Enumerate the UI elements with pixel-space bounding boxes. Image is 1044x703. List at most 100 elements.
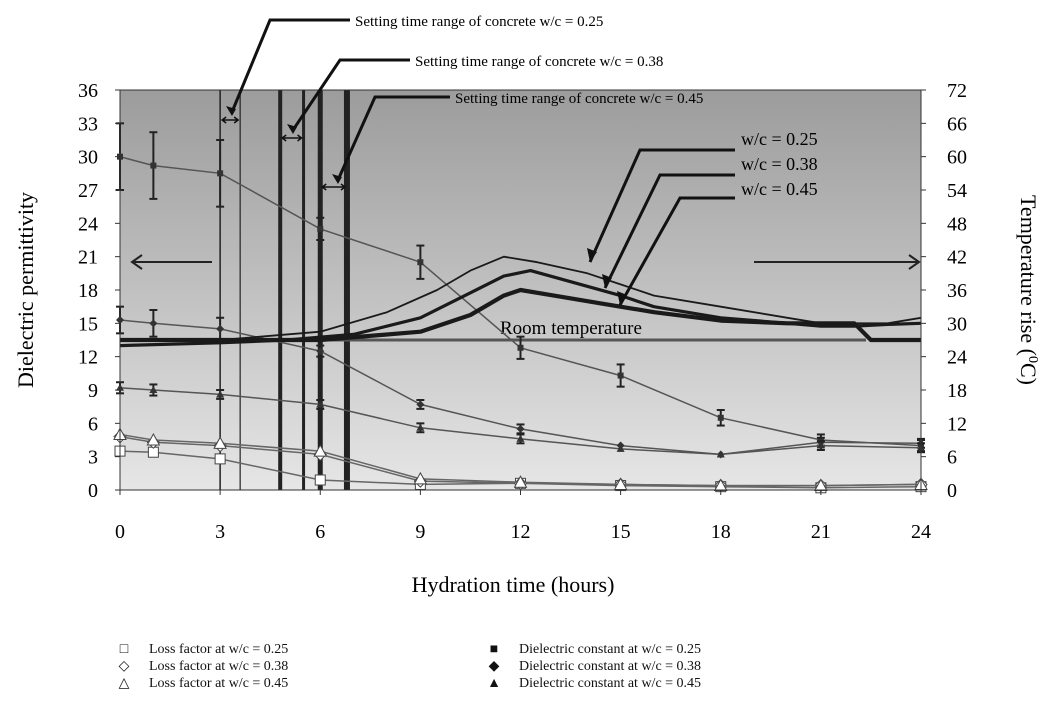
temperature-series-arrowhead-icon — [602, 274, 612, 288]
setting-range-arrowhead-icon — [226, 106, 236, 116]
dielectric-point — [316, 347, 325, 356]
legend-label: Dielectric constant at w/c = 0.45 — [519, 676, 702, 691]
y2-tick-label: 18 — [947, 380, 967, 402]
temperature-series-leader — [588, 148, 735, 263]
setting-range-leader — [230, 18, 350, 113]
dielectric-point — [416, 400, 425, 409]
dielectric-line — [119, 319, 922, 456]
dielectric-point — [217, 170, 224, 177]
legend-item: ■ Dielectric constant at w/c = 0.25 — [483, 641, 701, 658]
dielectric-point — [617, 372, 624, 379]
legend-filled-diamond-icon: ◆ — [488, 659, 500, 674]
x-tick-label: 24 — [911, 521, 931, 543]
x-axis-label: Hydration time (hours) — [412, 572, 615, 597]
dielectric-point — [716, 450, 725, 458]
setting-range-label: Setting time range of concrete w/c = 0.2… — [355, 14, 603, 30]
dielectric-point — [516, 424, 525, 433]
temperature-series-label: w/c = 0.38 — [741, 154, 818, 174]
loss-factor-line — [119, 450, 922, 489]
setting-range-double-arrow-icon — [321, 183, 347, 191]
legend-label: Loss factor at w/c = 0.45 — [149, 676, 289, 691]
dielectric-point — [149, 386, 158, 393]
x-tick-label: 18 — [711, 521, 731, 543]
y2-tick-label: 0 — [947, 480, 957, 502]
loss-factor-point — [413, 471, 428, 485]
y2-tick-label: 12 — [947, 413, 967, 435]
legend-filled-square-icon: ■ — [489, 642, 499, 657]
y2-label-superscript: 0 — [1025, 356, 1040, 363]
room-temperature-label: Room temperature — [500, 318, 642, 339]
y2-label-unit: C) — [1016, 363, 1041, 385]
y2-tick-label: 72 — [947, 80, 967, 102]
legend-label: Dielectric constant at w/c = 0.25 — [519, 642, 702, 657]
setting-range-label: Setting time range of concrete w/c = 0.4… — [455, 91, 703, 107]
dielectric-line — [119, 155, 922, 447]
left-axis-arrow-icon — [130, 254, 212, 270]
loss-factor-point — [146, 432, 161, 446]
y-tick-label: 0 — [88, 480, 98, 502]
x-tick-label: 9 — [415, 521, 425, 543]
loss-factor-point — [214, 453, 226, 465]
right-axis-arrow-icon — [754, 254, 921, 270]
temperature-series-leader — [603, 173, 735, 289]
loss-factor-point — [313, 444, 328, 457]
x-tick-label: 15 — [611, 521, 631, 543]
y-axis-label: Dielectric permittivity — [13, 192, 38, 388]
y-tick-label: 36 — [78, 80, 98, 102]
y-tick-label: 9 — [88, 380, 98, 402]
temperature-line — [120, 287, 921, 343]
legend-item: ◆ Dielectric constant at w/c = 0.38 — [483, 658, 701, 675]
legend-label: Loss factor at w/c = 0.25 — [149, 642, 289, 657]
dielectric-point — [149, 319, 158, 328]
y-tick-label: 18 — [78, 280, 98, 302]
temperature-series-arrowhead-icon — [617, 291, 627, 305]
legend-label: Loss factor at w/c = 0.38 — [149, 659, 289, 674]
y-tick-label: 30 — [78, 147, 98, 169]
legend-item: ◇ Loss factor at w/c = 0.38 — [113, 658, 289, 675]
y2-tick-label: 42 — [947, 247, 967, 269]
y2-tick-label: 36 — [947, 280, 967, 302]
setting-range-label: Setting time range of concrete w/c = 0.3… — [415, 54, 663, 70]
dielectric-point — [216, 324, 225, 333]
temperature-line — [119, 269, 922, 348]
y-tick-label: 6 — [88, 413, 98, 435]
loss-factor-point — [314, 474, 326, 486]
y2-tick-label: 54 — [947, 180, 967, 202]
loss-factor-point — [213, 436, 227, 449]
setting-range-leader — [336, 95, 450, 181]
temperature-series-label: w/c = 0.25 — [741, 129, 818, 149]
y-tick-label: 12 — [78, 347, 98, 369]
dielectric-point — [317, 225, 324, 232]
x-tick-label: 0 — [115, 521, 125, 543]
loss-factor-point — [613, 477, 628, 490]
y2-tick-label: 24 — [947, 347, 967, 369]
y-tick-label: 24 — [78, 213, 98, 235]
y2-tick-label: 66 — [947, 113, 967, 135]
x-tick-label: 12 — [511, 521, 531, 543]
y-tick-label: 15 — [78, 313, 98, 335]
y2-tick-label: 60 — [947, 147, 967, 169]
legend-label: Dielectric constant at w/c = 0.38 — [519, 659, 702, 674]
dielectric-point — [316, 400, 325, 408]
y2-tick-label: 48 — [947, 213, 967, 235]
y-tick-label: 3 — [88, 447, 98, 469]
dielectric-point — [516, 434, 525, 442]
loss-factor-line — [119, 433, 922, 487]
legend-filled-triangle-icon: ▲ — [487, 676, 501, 691]
dielectric-point — [216, 390, 225, 398]
legend-item: □ Loss factor at w/c = 0.25 — [113, 641, 289, 658]
x-tick-label: 3 — [215, 521, 225, 543]
temperature-series-arrowhead-icon — [587, 248, 597, 262]
dielectric-point — [717, 414, 724, 421]
y2-tick-label: 6 — [947, 447, 957, 469]
y-tick-label: 27 — [78, 180, 98, 202]
dielectric-point — [416, 423, 425, 431]
y2-tick-label: 30 — [947, 313, 967, 335]
legend-triangle-icon: △ — [118, 676, 130, 691]
legend-square-icon: □ — [119, 642, 129, 657]
setting-range-leader — [291, 58, 410, 131]
dielectric-line — [119, 387, 922, 456]
dielectric-point — [150, 162, 157, 169]
y2-axis-label: Temperature rise (0C) — [1016, 195, 1041, 385]
y2-label-main: Temperature rise ( — [1016, 195, 1041, 356]
